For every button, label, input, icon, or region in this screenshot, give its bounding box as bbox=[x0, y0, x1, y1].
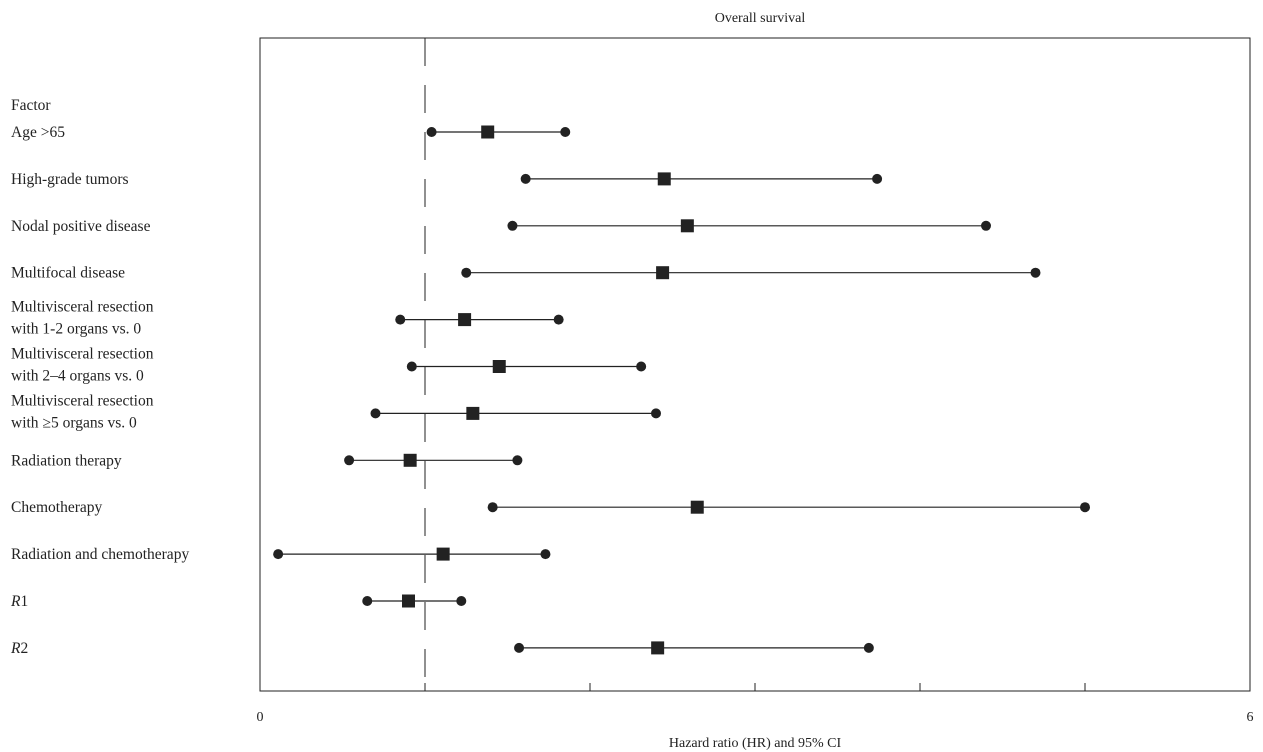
row-8-upper-ci-point bbox=[512, 455, 523, 466]
row-2-hr-square bbox=[657, 172, 671, 186]
row-10-hr-square bbox=[436, 547, 450, 561]
row-11-upper-ci-point bbox=[456, 596, 467, 606]
row-4-lower-ci-point bbox=[461, 267, 472, 278]
row-12-upper-ci-point bbox=[863, 642, 874, 653]
row-6-lower-ci-point bbox=[406, 361, 417, 372]
row-6-upper-ci-point bbox=[636, 361, 647, 372]
row-12-lower-ci-point bbox=[514, 642, 525, 653]
row-4-hr-square bbox=[656, 266, 670, 280]
row-2-label: High-grade tumors bbox=[11, 171, 129, 188]
row-10-upper-ci-point bbox=[540, 549, 551, 560]
row-6-label-line-1: Multivisceral resection bbox=[11, 346, 154, 363]
x-tick-label-0: 0 bbox=[257, 710, 264, 725]
row-7-lower-ci-point bbox=[370, 408, 381, 419]
row-3-label: Nodal positive disease bbox=[11, 218, 151, 235]
row-5-label-line-1: Multivisceral resection bbox=[11, 299, 154, 316]
factor-labels: Factor Age >65 High-grade tumors Nodal pos… bbox=[10, 97, 189, 657]
x-axis-label: Hazard ratio (HR) and 95% CI bbox=[669, 736, 842, 751]
row-6-hr-square bbox=[492, 360, 506, 373]
row-9-label: Chemotherapy bbox=[11, 499, 103, 516]
row-1-hr-square bbox=[481, 125, 495, 139]
row-9-upper-ci-point bbox=[1080, 502, 1090, 513]
row-4-label: Multifocal disease bbox=[11, 265, 125, 282]
row-5-upper-ci-point bbox=[553, 314, 564, 325]
row-2-upper-ci-point bbox=[872, 173, 883, 184]
row-7-upper-ci-point bbox=[651, 408, 661, 419]
row-3-upper-ci-point bbox=[981, 220, 991, 231]
chart-title: Overall survival bbox=[715, 11, 806, 26]
forest-rows bbox=[273, 125, 1090, 655]
row-1-upper-ci-point bbox=[560, 127, 571, 137]
row-1-label: Age >65 bbox=[11, 124, 65, 141]
row-3-hr-square bbox=[680, 219, 694, 233]
row-4-upper-ci-point bbox=[1030, 267, 1041, 278]
row-9-hr-square bbox=[690, 500, 704, 514]
row-2-lower-ci-point bbox=[520, 173, 531, 184]
row-8-lower-ci-point bbox=[344, 455, 355, 466]
row-7-label-line-1: Multivisceral resection bbox=[11, 392, 154, 409]
row-12-label: R2 bbox=[10, 640, 28, 657]
row-9-lower-ci-point bbox=[487, 502, 498, 513]
row-1-lower-ci-point bbox=[426, 127, 437, 137]
row-11-hr-square bbox=[402, 594, 415, 608]
row-11-label: R1 bbox=[10, 593, 28, 610]
row-10-lower-ci-point bbox=[273, 549, 284, 560]
row-5-label-line-2: with 1-2 organs vs. 0 bbox=[11, 321, 141, 338]
row-7-hr-square bbox=[466, 406, 480, 420]
row-6-label-line-2: with 2–4 organs vs. 0 bbox=[11, 368, 144, 385]
row-11-lower-ci-point bbox=[362, 596, 373, 606]
row-12-hr-square bbox=[651, 641, 665, 655]
row-5-hr-square bbox=[458, 313, 472, 327]
x-tick-label-6: 6 bbox=[1247, 710, 1254, 725]
row-7-label-line-2: with ≥5 organs vs. 0 bbox=[11, 414, 137, 431]
row-5-lower-ci-point bbox=[395, 314, 406, 325]
row-3-lower-ci-point bbox=[507, 220, 518, 231]
row-10-label: Radiation and chemotherapy bbox=[11, 546, 189, 563]
row-8-hr-square bbox=[403, 453, 417, 467]
header-label: Factor bbox=[11, 97, 51, 114]
row-8-label: Radiation therapy bbox=[11, 452, 122, 469]
